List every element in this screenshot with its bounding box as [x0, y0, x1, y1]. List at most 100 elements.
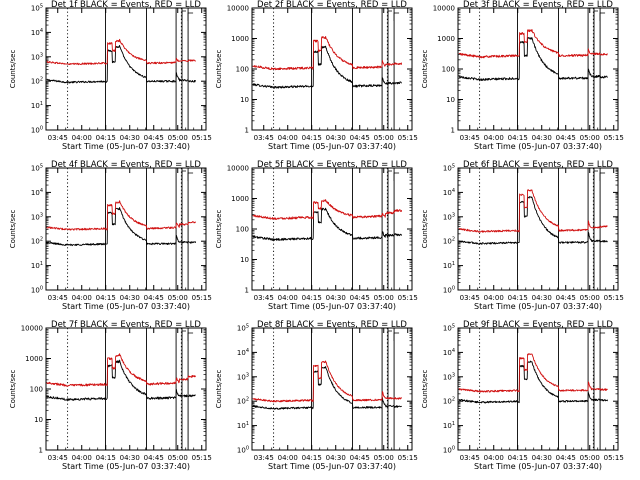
x-tick-label: 05:00	[168, 294, 188, 302]
x-tick-label: 04:45	[556, 294, 576, 302]
series-line-lld	[458, 29, 608, 59]
x-axis-title: Start Time (05-Jun-07 03:37:40)	[268, 302, 396, 311]
series-line-events	[458, 196, 608, 245]
y-axis-title: Counts/sec	[9, 370, 17, 409]
attenuator-marker	[593, 10, 606, 21]
x-tick-label: 03:45	[460, 454, 480, 462]
y-tick-label: 10000	[227, 5, 249, 13]
x-tick-label: 04:00	[72, 294, 92, 302]
panel-3f: Det 3f BLACK = Events, RED = LLD 1 10 100 10…	[421, 0, 624, 151]
y-axis-title: Counts/sec	[215, 210, 223, 249]
panel-9f: Det 9f BLACK = Events, RED = LLD 100 101 10…	[421, 320, 624, 471]
plot-frame	[457, 167, 619, 291]
x-tick-label: 04:45	[144, 294, 164, 302]
x-tick-label: 04:15	[302, 134, 322, 142]
y-tick-label: 1	[451, 127, 455, 135]
y-tick-label: 101	[237, 421, 249, 430]
y-axis-title: Counts/sec	[9, 50, 17, 89]
x-tick-label: 05:15	[604, 454, 624, 462]
y-tick-label: 10	[34, 416, 43, 424]
x-tick-label: 04:00	[72, 454, 92, 462]
x-tick-label: 04:00	[484, 134, 504, 142]
y-tick-label: 104	[443, 188, 455, 197]
x-axis-title: Start Time (05-Jun-07 03:37:40)	[62, 462, 190, 471]
y-tick-label: 100	[236, 226, 249, 234]
y-tick-label: 1000	[231, 195, 249, 203]
x-tick-label: 04:30	[120, 454, 140, 462]
y-tick-label: 100	[237, 446, 249, 455]
plot-frame	[45, 167, 207, 291]
x-tick-label: 04:30	[532, 294, 552, 302]
x-tick-label: 03:45	[48, 454, 68, 462]
attenuator-marker	[181, 10, 194, 21]
attenuator-marker	[181, 330, 194, 341]
x-tick-label: 04:15	[302, 294, 322, 302]
y-tick-label: 10000	[227, 165, 249, 173]
x-tick-label: 05:15	[192, 454, 212, 462]
y-axis-title: Counts/sec	[421, 370, 429, 409]
y-tick-label: 105	[237, 324, 249, 333]
x-tick-label: 04:30	[326, 294, 346, 302]
y-tick-label: 103	[237, 372, 249, 381]
series-line-lld	[458, 353, 608, 393]
y-tick-label: 100	[236, 66, 249, 74]
attenuator-marker	[181, 170, 194, 181]
y-tick-label: 103	[443, 212, 455, 221]
panel-8f: Det 8f BLACK = Events, RED = LLD 100 101 10…	[215, 320, 418, 471]
y-tick-label: 101	[31, 261, 43, 270]
x-tick-label: 04:15	[508, 134, 528, 142]
x-tick-label: 05:15	[192, 294, 212, 302]
y-tick-label: 105	[443, 324, 455, 333]
y-tick-label: 104	[443, 348, 455, 357]
x-tick-label: 04:30	[326, 454, 346, 462]
y-axis-title: Counts/sec	[421, 210, 429, 249]
y-tick-label: 1000	[437, 35, 455, 43]
series-line-events	[458, 360, 609, 404]
plot-frame	[251, 327, 413, 451]
y-axis-title: Counts/sec	[9, 210, 17, 249]
y-tick-label: 104	[31, 28, 43, 37]
y-tick-label: 101	[31, 101, 43, 110]
y-tick-label: 103	[31, 212, 43, 221]
panel-title: Det 6f BLACK = Events, RED = LLD	[463, 160, 613, 170]
x-tick-label: 04:45	[556, 134, 576, 142]
x-tick-label: 03:45	[254, 454, 274, 462]
panel-5f: Det 5f BLACK = Events, RED = LLD 1 10 100 10…	[215, 160, 418, 311]
x-tick-label: 03:45	[254, 134, 274, 142]
x-tick-label: 03:45	[48, 294, 68, 302]
x-tick-label: 04:00	[278, 294, 298, 302]
series-line-lld	[458, 189, 608, 233]
x-axis-title: Start Time (05-Jun-07 03:37:40)	[474, 462, 602, 471]
panel-2f: Det 2f BLACK = Events, RED = LLD 1 10 100 10…	[215, 0, 418, 151]
y-tick-label: 105	[31, 4, 43, 13]
panel-title: Det 9f BLACK = Events, RED = LLD	[463, 320, 613, 330]
x-tick-label: 04:15	[96, 294, 116, 302]
y-tick-label: 1000	[25, 355, 43, 363]
x-axis-title: Start Time (05-Jun-07 03:37:40)	[474, 142, 602, 151]
x-tick-label: 04:30	[120, 134, 140, 142]
x-tick-label: 04:45	[350, 134, 370, 142]
panel-title: Det 5f BLACK = Events, RED = LLD	[257, 160, 407, 170]
x-tick-label: 04:30	[120, 294, 140, 302]
panel-title: Det 4f BLACK = Events, RED = LLD	[51, 160, 201, 170]
series-line-events	[46, 45, 197, 84]
x-tick-label: 04:15	[96, 454, 116, 462]
y-tick-label: 101	[443, 261, 455, 270]
y-tick-label: 102	[31, 237, 43, 246]
panel-1f: Det 1f BLACK = Events, RED = LLD 100 101 10…	[9, 0, 212, 151]
x-tick-label: 03:45	[460, 134, 480, 142]
y-tick-label: 104	[237, 348, 249, 357]
x-tick-label: 05:15	[604, 134, 624, 142]
x-tick-label: 04:15	[508, 454, 528, 462]
x-tick-label: 05:00	[168, 134, 188, 142]
x-tick-label: 04:15	[96, 134, 116, 142]
x-tick-label: 04:30	[532, 134, 552, 142]
y-tick-label: 105	[31, 164, 43, 173]
y-tick-label: 1	[39, 447, 43, 455]
y-tick-label: 10000	[21, 325, 43, 333]
y-tick-label: 1000	[231, 35, 249, 43]
panel-title: Det 2f BLACK = Events, RED = LLD	[257, 0, 407, 10]
plot-frame	[457, 327, 619, 451]
y-axis-title: Counts/sec	[215, 370, 223, 409]
